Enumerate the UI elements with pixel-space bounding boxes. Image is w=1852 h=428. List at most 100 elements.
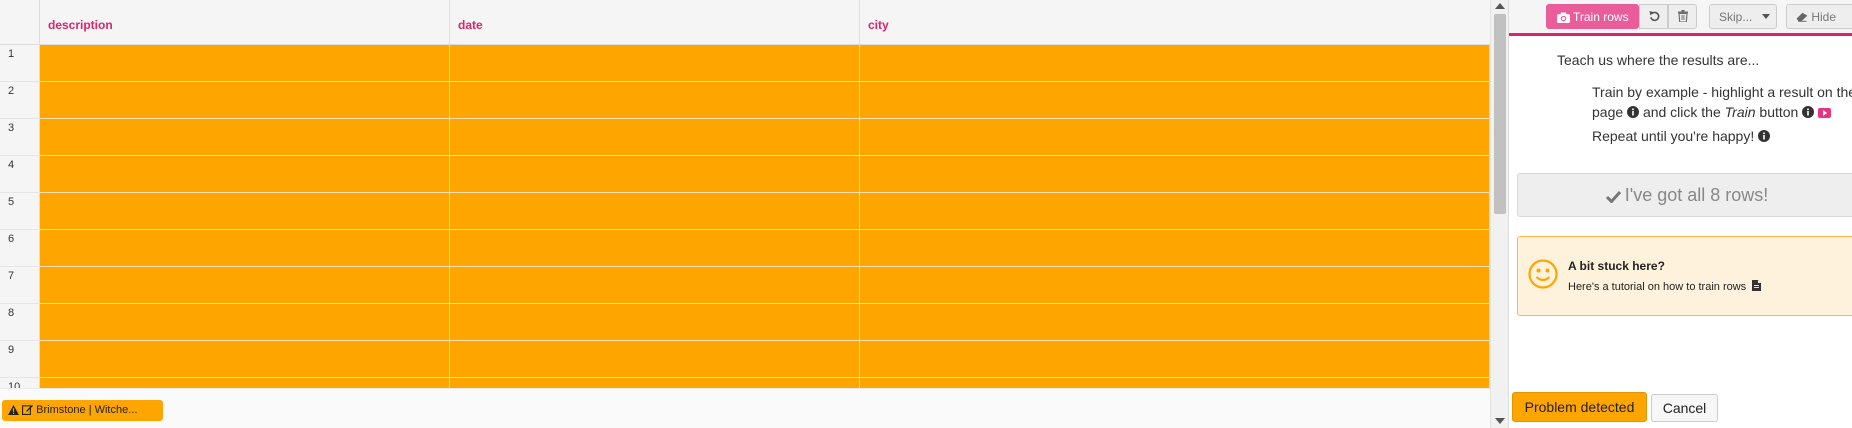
grid-cell-description[interactable] (40, 230, 450, 267)
got-all-rows-button[interactable]: I've got all 8 rows! (1517, 173, 1852, 217)
camera-icon (1557, 12, 1570, 23)
grid-cell-city[interactable] (860, 304, 1490, 341)
repeat-label: Repeat until you're happy! (1592, 128, 1755, 144)
hide-button[interactable]: Hide (1786, 4, 1852, 29)
table-row[interactable]: 5 (0, 193, 1490, 230)
grid-cell-city[interactable] (860, 193, 1490, 230)
grid-cell-description[interactable] (40, 119, 450, 156)
table-row[interactable]: 10 (0, 378, 1490, 388)
undo-button[interactable] (1639, 4, 1668, 29)
grid-cell-city[interactable] (860, 267, 1490, 304)
button-word: button (1759, 104, 1799, 120)
grid-cell-city[interactable] (860, 82, 1490, 119)
warning-tab-label: Brimstone | Witche... (36, 404, 138, 416)
delete-button[interactable] (1668, 4, 1697, 29)
table-row[interactable]: 9 (0, 341, 1490, 378)
grid-cell-date[interactable] (450, 156, 860, 193)
grid-cell-date[interactable] (450, 119, 860, 156)
scroll-up-arrow-icon[interactable] (1495, 3, 1505, 9)
grid-cell-city[interactable] (860, 230, 1490, 267)
got-all-rows-label: I've got all 8 rows! (1624, 185, 1769, 205)
warning-icon (8, 405, 19, 415)
table-row[interactable]: 3 (0, 119, 1490, 156)
smiley-icon (1528, 259, 1558, 289)
row-number: 7 (0, 267, 40, 304)
grid-cell-description[interactable] (40, 341, 450, 378)
train-by-example-text: Train by example - highlight a result on… (1592, 82, 1852, 122)
grid-cell-description[interactable] (40, 193, 450, 230)
train-by-example-click: and click the (1642, 104, 1721, 120)
grid-cell-date[interactable] (450, 45, 860, 82)
grid-cell-date[interactable] (450, 378, 860, 388)
train-rows-button[interactable]: Train rows (1546, 4, 1639, 29)
grid-cell-city[interactable] (860, 119, 1490, 156)
caret-down-icon (1762, 14, 1771, 19)
table-row[interactable]: 2 (0, 82, 1490, 119)
stuck-title: A bit stuck here? (1568, 259, 1665, 273)
grid-cell-date[interactable] (450, 193, 860, 230)
grid-header: description date city (0, 0, 1490, 45)
table-row[interactable]: 1 (0, 45, 1490, 82)
table-row[interactable]: 8 (0, 304, 1490, 341)
stuck-help-box: A bit stuck here? Here's a tutorial on h… (1517, 236, 1852, 316)
warning-tab[interactable]: Brimstone | Witche... (2, 400, 163, 421)
column-header-description[interactable]: description (40, 0, 450, 45)
column-header-date[interactable]: date (450, 0, 860, 45)
row-number: 3 (0, 119, 40, 156)
grid-cell-city[interactable] (860, 341, 1490, 378)
grid-cell-city[interactable] (860, 378, 1490, 388)
column-header-city[interactable]: city (868, 18, 889, 32)
table-row[interactable]: 7 (0, 267, 1490, 304)
row-number: 9 (0, 341, 40, 378)
check-icon (1605, 190, 1621, 204)
train-word: Train (1724, 104, 1756, 120)
row-number: 4 (0, 156, 40, 193)
teach-text: Teach us where the results are... (1557, 52, 1760, 68)
undo-icon (1649, 10, 1660, 22)
vertical-scrollbar[interactable] (1490, 0, 1508, 428)
skip-label: Skip... (1719, 10, 1753, 24)
grid-cell-date[interactable] (450, 267, 860, 304)
grid-cell-date[interactable] (450, 230, 860, 267)
row-number: 2 (0, 82, 40, 119)
grid-cell-description[interactable] (40, 45, 450, 82)
edit-icon (22, 404, 34, 415)
grid-cell-date[interactable] (450, 82, 860, 119)
grid-cell-description[interactable] (40, 378, 450, 388)
repeat-text: Repeat until you're happy! (1592, 128, 1771, 144)
youtube-icon[interactable] (1818, 108, 1832, 118)
row-number: 5 (0, 193, 40, 230)
status-bar: Brimstone | Witche... (0, 388, 1490, 428)
info-icon[interactable] (1627, 106, 1640, 118)
hide-label: Hide (1811, 10, 1837, 24)
grid-cell-date[interactable] (450, 341, 860, 378)
info-icon[interactable] (1802, 106, 1815, 118)
scroll-down-arrow-icon[interactable] (1495, 418, 1505, 424)
train-rows-label: Train rows (1573, 10, 1629, 24)
panel-toolbar: Train rows Skip... Hide (1509, 0, 1852, 36)
grid-cell-city[interactable] (860, 45, 1490, 82)
tutorial-link[interactable]: Here's a tutorial on how to train rows (1568, 280, 1762, 293)
data-grid: description date city 1 2 3 4 5 6 7 8 9 10 Brimst… (0, 0, 1508, 428)
skip-dropdown[interactable]: Skip... (1709, 4, 1777, 29)
problem-detected-button[interactable]: Problem detected (1512, 392, 1647, 422)
train-by-example-page: page (1592, 104, 1624, 120)
scrollbar-thumb[interactable] (1494, 14, 1506, 214)
grid-cell-date[interactable] (450, 304, 860, 341)
grid-cell-description[interactable] (40, 304, 450, 341)
table-row[interactable]: 4 (0, 156, 1490, 193)
cancel-button[interactable]: Cancel (1651, 394, 1718, 422)
grid-cell-description[interactable] (40, 156, 450, 193)
train-by-example-line1: Train by example - highlight a result on… (1592, 84, 1852, 100)
grid-cell-description[interactable] (40, 82, 450, 119)
row-number: 10 (0, 378, 40, 388)
training-panel: Train rows Skip... Hide Teach us where t… (1508, 0, 1852, 428)
grid-corner (0, 0, 40, 45)
grid-cell-description[interactable] (40, 267, 450, 304)
grid-body: 1 2 3 4 5 6 7 8 9 10 (0, 45, 1490, 388)
table-row[interactable]: 6 (0, 230, 1490, 267)
info-icon[interactable] (1758, 130, 1771, 142)
row-number: 8 (0, 304, 40, 341)
grid-cell-city[interactable] (860, 156, 1490, 193)
